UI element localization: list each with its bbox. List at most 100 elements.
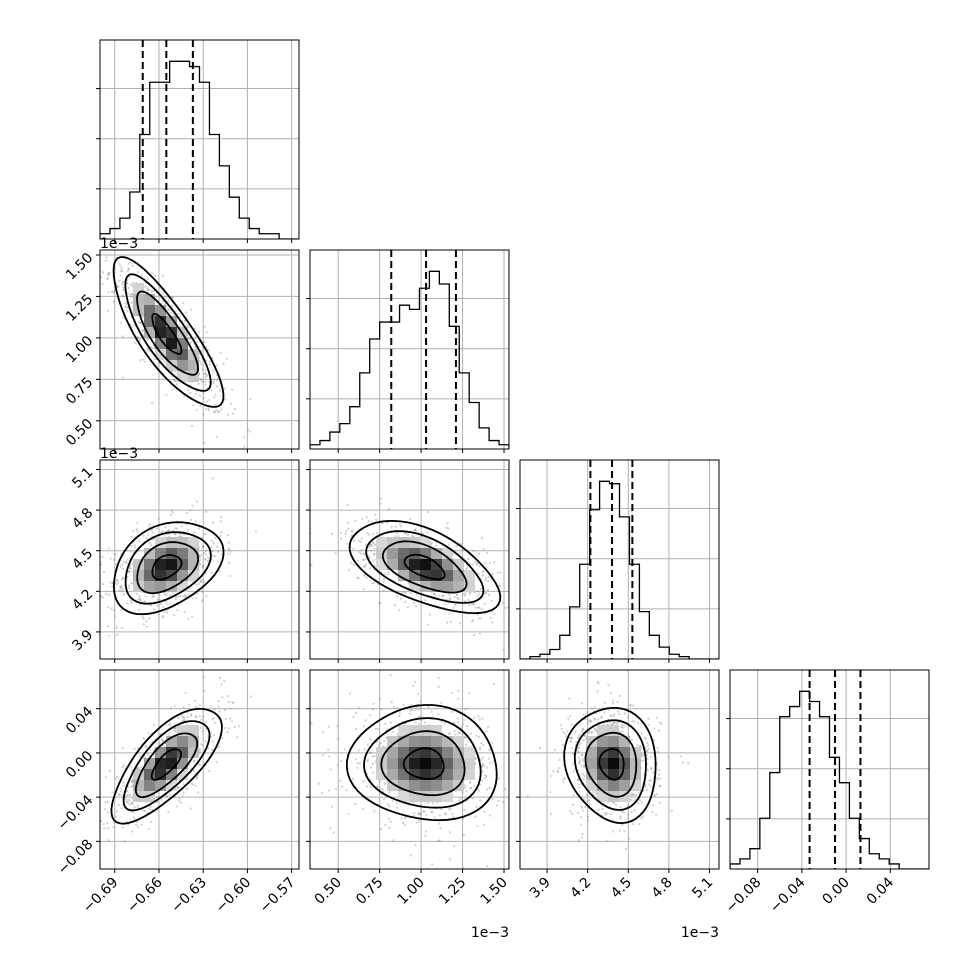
scatter-point xyxy=(158,593,161,597)
scatter-point xyxy=(210,388,213,391)
density-cell xyxy=(144,570,155,581)
density-cell xyxy=(144,780,155,791)
scatter-point xyxy=(146,288,149,291)
scatter-point xyxy=(621,723,624,726)
scatter-point xyxy=(412,684,415,687)
scatter-point xyxy=(105,259,108,262)
scatter-point xyxy=(173,730,176,733)
scatter-point xyxy=(185,523,188,526)
scatter-point xyxy=(197,582,200,586)
scatter-point xyxy=(432,592,435,595)
scatter-point xyxy=(473,717,476,720)
scatter-point xyxy=(218,745,221,749)
scatter-point xyxy=(412,535,415,538)
density-cell xyxy=(453,570,464,581)
scatter-point xyxy=(296,785,298,787)
scatter-point xyxy=(198,704,201,707)
density-cell xyxy=(166,338,177,349)
density-cell xyxy=(155,327,166,338)
density-cell xyxy=(166,769,177,780)
density-cell xyxy=(431,791,442,802)
scatter-point xyxy=(198,750,202,753)
scatter-point xyxy=(220,516,223,519)
contour-line xyxy=(363,717,482,809)
scatter-point xyxy=(144,756,147,759)
scatter-point xyxy=(249,430,252,433)
scatter-point xyxy=(352,563,355,567)
scatter-point xyxy=(658,785,661,788)
scatter-point xyxy=(642,754,645,757)
density-cell xyxy=(144,327,155,338)
scatter-point xyxy=(198,715,201,718)
scatter-point xyxy=(215,760,218,764)
scatter-point xyxy=(629,703,632,707)
panel-content xyxy=(296,670,516,869)
scatter-point xyxy=(138,540,141,543)
scatter-point xyxy=(415,593,418,596)
scatter-point xyxy=(493,561,496,564)
scatter-point xyxy=(217,700,220,703)
scatter-point xyxy=(204,369,207,372)
scatter-point xyxy=(212,554,215,557)
scatter-point xyxy=(199,580,202,584)
scatter-point xyxy=(565,735,568,738)
scatter-point xyxy=(514,761,516,763)
scatter-point xyxy=(399,525,403,528)
scatter-point xyxy=(452,606,455,609)
scatter-point xyxy=(658,721,661,724)
scatter-point xyxy=(497,799,500,803)
scatter-point xyxy=(557,770,560,773)
scatter-point xyxy=(131,802,134,806)
scatter-point xyxy=(468,692,471,695)
scatter-point xyxy=(232,412,235,415)
contour-line xyxy=(136,541,199,595)
scatter-point xyxy=(121,588,125,591)
scatter-point xyxy=(431,801,434,805)
scatter-point xyxy=(219,534,222,537)
scatter-point xyxy=(114,777,117,780)
scatter-point xyxy=(627,813,630,816)
scatter-point xyxy=(425,531,428,534)
scatter-point xyxy=(586,718,589,721)
scatter-point xyxy=(373,552,376,556)
scatter-point xyxy=(375,518,378,521)
scatter-point xyxy=(174,527,177,530)
scatter-point xyxy=(593,717,596,720)
density-cell xyxy=(398,769,409,780)
scatter-point xyxy=(215,364,218,367)
scatter-point xyxy=(430,541,433,545)
scatter-point xyxy=(191,783,194,786)
scatter-point xyxy=(478,748,482,751)
scatter-point xyxy=(443,722,446,725)
scatter-point xyxy=(150,529,153,532)
scatter-point xyxy=(217,550,220,554)
scatter-point xyxy=(608,721,611,724)
scatter-point xyxy=(96,234,98,236)
scatter-point xyxy=(418,813,421,816)
scatter-point xyxy=(582,764,585,767)
scatter-point xyxy=(504,606,507,610)
scatter-point xyxy=(533,604,535,606)
scatter-point xyxy=(364,563,367,566)
scatter-point xyxy=(606,839,609,842)
scatter-point xyxy=(556,770,559,773)
density-cell xyxy=(166,316,177,327)
scatter-point xyxy=(445,621,449,624)
scatter-point xyxy=(215,378,219,381)
scatter-point xyxy=(147,827,150,830)
scatter-point xyxy=(217,410,220,413)
density-cell xyxy=(464,581,475,592)
contour-line xyxy=(402,747,445,780)
scatter-point xyxy=(130,785,133,789)
scatter-point xyxy=(202,544,205,548)
scatter-point xyxy=(637,802,640,805)
scatter-point xyxy=(130,801,133,804)
scatter-point xyxy=(409,854,412,857)
scatter-point xyxy=(204,383,207,386)
scatter-point xyxy=(431,863,434,866)
scatter-point xyxy=(657,729,661,732)
scatter-point xyxy=(383,739,386,742)
scatter-point xyxy=(188,337,191,341)
scatter-point xyxy=(569,739,572,743)
